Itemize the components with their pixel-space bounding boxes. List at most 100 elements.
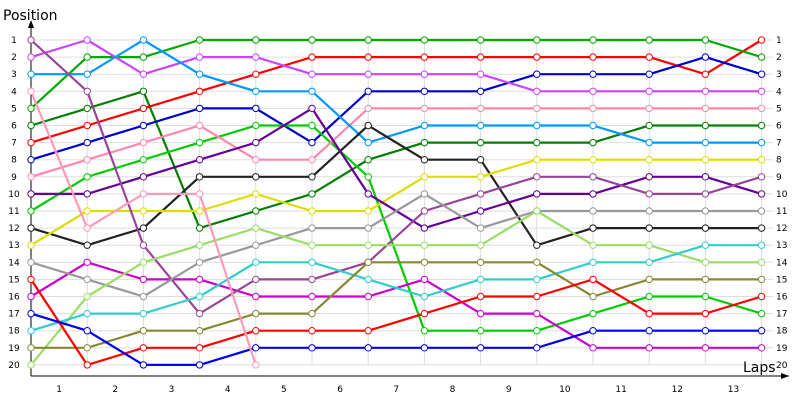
y-tick-label-left: 15	[8, 275, 19, 285]
data-point	[27, 309, 35, 318]
data-point	[589, 258, 597, 266]
data-point	[645, 344, 653, 352]
data-point	[476, 224, 485, 232]
data-point	[195, 309, 204, 318]
series-8	[27, 36, 766, 96]
data-point	[476, 292, 485, 301]
data-point	[83, 292, 91, 301]
data-point	[308, 207, 316, 215]
data-point	[645, 104, 653, 113]
data-point	[27, 224, 35, 232]
data-point	[476, 275, 485, 284]
data-point	[139, 53, 148, 61]
data-point	[645, 156, 653, 164]
series-20	[27, 87, 260, 369]
data-point	[589, 275, 597, 284]
data-point	[533, 258, 541, 266]
data-point	[645, 53, 653, 61]
data-point	[308, 138, 316, 147]
data-point	[420, 70, 429, 78]
data-point	[195, 241, 204, 249]
data-point	[645, 292, 653, 301]
data-point	[139, 121, 148, 130]
data-point	[364, 173, 372, 181]
data-point	[27, 207, 35, 215]
data-point	[533, 241, 541, 249]
data-point	[701, 121, 710, 130]
data-point	[83, 138, 91, 147]
data-point	[83, 190, 91, 198]
series-line	[30, 90, 762, 230]
x-tick-label: 8	[450, 385, 456, 395]
data-point	[83, 275, 91, 284]
data-point	[701, 292, 710, 301]
series-5	[27, 104, 766, 181]
data-point	[139, 156, 148, 164]
data-point	[364, 87, 372, 96]
data-point	[645, 258, 653, 266]
data-point	[27, 53, 35, 61]
x-tick-label: 7	[393, 385, 399, 395]
data-point	[27, 138, 35, 147]
data-point	[252, 207, 260, 215]
data-point	[27, 173, 35, 181]
data-point	[364, 53, 372, 61]
series-3	[27, 53, 766, 164]
data-point	[533, 344, 541, 352]
data-point	[364, 275, 372, 284]
data-point	[701, 258, 710, 266]
data-point	[308, 36, 316, 44]
data-point	[139, 70, 148, 78]
y-tick-label-left: 19	[8, 344, 20, 354]
data-point	[645, 173, 653, 181]
series-12	[27, 104, 766, 232]
data-point	[139, 36, 148, 44]
data-point	[533, 121, 541, 130]
data-point	[589, 173, 597, 181]
data-point	[645, 36, 653, 44]
data-point	[757, 258, 766, 266]
data-point	[757, 224, 766, 232]
y-tick-label-right: 12	[776, 224, 787, 234]
y-tick-label-left: 13	[8, 241, 19, 251]
data-point	[27, 241, 35, 249]
data-point	[27, 121, 35, 130]
series-line	[30, 124, 762, 247]
x-tick-label: 4	[225, 385, 231, 395]
data-point	[645, 309, 653, 318]
data-point	[195, 327, 204, 335]
series-lines	[27, 36, 766, 369]
y-tick-label-left: 14	[8, 258, 20, 268]
series-line	[30, 244, 762, 332]
data-point	[139, 327, 148, 335]
data-point	[420, 224, 429, 232]
x-tick-label: 6	[337, 385, 343, 395]
data-point	[308, 70, 316, 78]
y-tick-label-right: 10	[776, 190, 788, 200]
series-16	[27, 241, 766, 335]
data-point	[364, 121, 372, 130]
data-point	[252, 361, 260, 369]
data-point	[308, 224, 316, 232]
y-tick-label-right: 17	[776, 310, 787, 320]
data-point	[83, 327, 91, 335]
data-point	[420, 275, 429, 284]
x-tick-label: 12	[672, 385, 683, 395]
data-point	[645, 327, 653, 335]
data-point	[533, 138, 541, 147]
data-point	[701, 241, 710, 249]
data-point	[252, 190, 260, 198]
data-point	[83, 258, 91, 266]
data-point	[252, 258, 260, 266]
y-tick-label-left: 6	[11, 122, 17, 132]
series-14	[27, 190, 766, 301]
data-point	[139, 190, 148, 198]
x-tick-label: 2	[112, 385, 118, 395]
data-point	[701, 309, 710, 318]
data-point	[139, 224, 148, 232]
data-point	[589, 344, 597, 352]
y-tick-label-right: 2	[776, 53, 782, 63]
data-point	[420, 173, 429, 181]
data-point	[476, 87, 485, 96]
